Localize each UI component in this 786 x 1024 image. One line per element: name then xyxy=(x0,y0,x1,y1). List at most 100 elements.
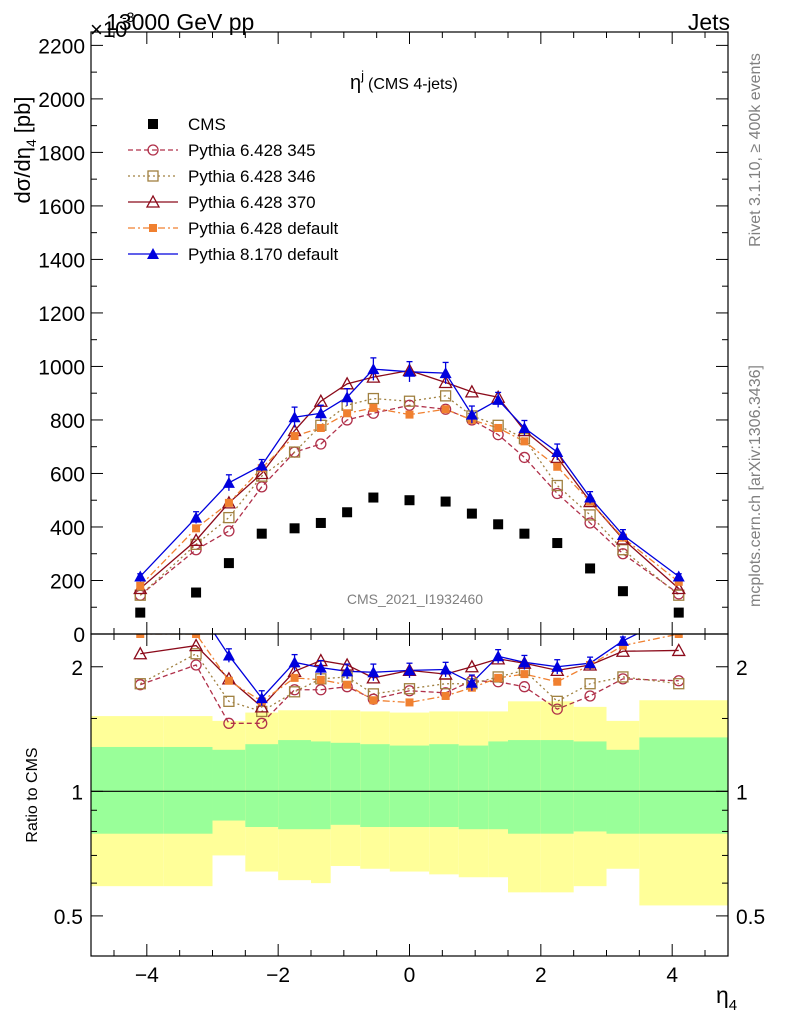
axes: 0200400600800100012001400160018002000220… xyxy=(38,32,765,987)
plot-title: ηj (CMS 4-jets) xyxy=(350,68,458,94)
ratio-point-pythia-6-428-370 xyxy=(254,699,269,713)
green-band-segment xyxy=(212,749,246,821)
ratio-point-pythia-6-428-346 xyxy=(403,683,416,695)
ratio-point-pythia-6-428-345 xyxy=(518,681,531,693)
main-point-pythia-6-428-345 xyxy=(439,403,452,415)
main-point-cms xyxy=(135,607,146,618)
main-point-pythia-6-428-345 xyxy=(256,481,268,493)
ratio-point-pythia-6-428-345 xyxy=(256,717,268,729)
main-point-pythia-6-428-346 xyxy=(439,390,452,402)
ratio-point-pythia-6-428-default xyxy=(343,680,352,689)
x-axis-label-sub: 4 xyxy=(729,997,737,1014)
main-point-pythia-6-428-346 xyxy=(367,392,380,405)
main-ytick-label: 1600 xyxy=(38,196,85,219)
main-point-pythia-6-428-default xyxy=(136,581,145,590)
watermark: CMS_2021_I1932460 xyxy=(347,591,483,607)
main-point-pythia-6-428-370 xyxy=(366,369,381,383)
green-band-segment xyxy=(488,741,509,830)
ratio-point-pythia-6-428-default xyxy=(553,677,562,686)
main-point-cms xyxy=(256,528,267,539)
ratio-series-markers xyxy=(133,600,686,729)
main-point-cms xyxy=(342,507,353,518)
main-point-pythia-6-428-default xyxy=(441,405,450,414)
y-axis-label-main: dσ/dη4 [pb] xyxy=(10,97,39,204)
header-left: 13000 GeV pp xyxy=(106,9,254,35)
main-point-cms xyxy=(404,495,415,506)
ratio-point-pythia-6-428-default xyxy=(494,673,503,682)
ratio-point-pythia-6-428-default xyxy=(674,634,683,638)
main-point-pythia-6-428-default xyxy=(192,524,201,533)
main-ytick-label: 1200 xyxy=(38,303,85,326)
main-point-pythia-6-428-default xyxy=(343,409,352,418)
ratio-point-pythia-6-428-default xyxy=(136,634,145,638)
legend-label-pythia-6-428-346: Pythia 6.428 346 xyxy=(188,167,316,186)
main-point-pythia-6-428-default xyxy=(290,432,299,441)
main-point-pythia-8-170-default xyxy=(314,407,327,419)
ratio-line-pythia-6-428-346 xyxy=(139,652,679,713)
main-point-pythia-6-428-default xyxy=(674,577,683,586)
main-point-pythia-6-428-346 xyxy=(617,544,629,556)
main-point-cms xyxy=(223,558,234,569)
main-point-pythia-6-428-345 xyxy=(223,525,235,537)
header-right: Jets xyxy=(688,9,730,35)
legend-marker-pythia-6-428-370 xyxy=(145,194,161,208)
ratio-line-pythia-6-428-345 xyxy=(140,664,679,724)
main-point-pythia-8-170-default xyxy=(584,491,597,503)
ratio-ytick-label-left: 2 xyxy=(71,657,83,680)
main-ytick-label: 1400 xyxy=(38,249,85,272)
ratio-point-pythia-6-428-default xyxy=(316,675,325,684)
ratio-ytick-label-right: 0.5 xyxy=(736,906,765,929)
main-line-pythia-6-428-346 xyxy=(139,395,680,596)
y-exponent: ×10 xyxy=(90,17,127,42)
ratio-point-pythia-8-170-default xyxy=(439,663,452,675)
ratio-point-pythia-6-428-370 xyxy=(366,670,381,684)
ratio-point-pythia-8-170-default xyxy=(288,656,301,668)
main-point-cms xyxy=(289,523,300,534)
main-point-pythia-8-170-default xyxy=(288,411,301,423)
y-axis-label-main-text: dσ/dη xyxy=(10,147,35,203)
main-point-pythia-8-170-default xyxy=(403,365,416,377)
main-point-cms xyxy=(673,607,684,618)
green-band-segment xyxy=(163,746,213,834)
main-line-pythia-6-428-370 xyxy=(139,369,680,590)
y-exponent-power: -3 xyxy=(122,9,135,25)
xtick-label: 4 xyxy=(666,964,678,987)
green-band-segment xyxy=(389,745,430,827)
ratio-point-pythia-6-428-346 xyxy=(134,678,146,690)
main-point-pythia-6-428-345 xyxy=(584,517,596,529)
ratio-point-pythia-6-428-346 xyxy=(223,695,235,707)
main-point-cms xyxy=(315,517,326,528)
svg-text:dσ/dη4[pb]: dσ/dη4 [pb] xyxy=(10,97,39,204)
x-axis-label-text: η xyxy=(716,982,729,1008)
ratio-point-pythia-6-428-345 xyxy=(584,690,596,702)
main-point-pythia-6-428-370 xyxy=(254,466,269,480)
main-series-markers xyxy=(133,357,686,618)
legend-label-pythia-6-428-default: Pythia 6.428 default xyxy=(188,219,339,238)
ratio-point-pythia-6-428-370 xyxy=(188,638,204,652)
ratio-point-pythia-6-428-346 xyxy=(584,678,596,690)
main-point-pythia-6-428-370 xyxy=(438,375,453,389)
main-ytick-label: 1000 xyxy=(38,356,85,379)
main-point-pythia-8-170-default xyxy=(672,570,685,582)
main-series-lines xyxy=(139,368,680,596)
main-panel-frame xyxy=(90,31,729,635)
main-ytick-label: 200 xyxy=(50,570,85,593)
legend: CMS Pythia 6.428 345 Pythia 6.428 346 Pythi… xyxy=(128,115,339,264)
green-band-segment xyxy=(310,741,331,830)
main-point-pythia-8-170-default xyxy=(367,363,380,375)
main-point-pythia-6-428-default xyxy=(405,410,414,419)
main-point-pythia-6-428-default xyxy=(520,437,529,446)
ratio-ytick-label-left: 1 xyxy=(71,781,83,804)
ratio-point-pythia-6-428-370 xyxy=(464,659,479,673)
main-point-pythia-6-428-default xyxy=(553,462,562,471)
ratio-point-pythia-6-428-370 xyxy=(133,646,148,660)
plot-title-sup: j xyxy=(360,68,364,83)
main-point-pythia-8-170-default xyxy=(190,511,203,523)
ratio-ytick-label-left: 0.5 xyxy=(54,906,83,929)
ratio-point-pythia-8-170-default xyxy=(255,692,268,704)
ratio-point-pythia-8-170-default xyxy=(190,600,202,611)
legend-marker-pythia-6-428-346 xyxy=(147,170,159,182)
legend-label-pythia-8-170-default: Pythia 8.170 default xyxy=(188,245,339,264)
main-ytick-label: 800 xyxy=(50,410,85,433)
